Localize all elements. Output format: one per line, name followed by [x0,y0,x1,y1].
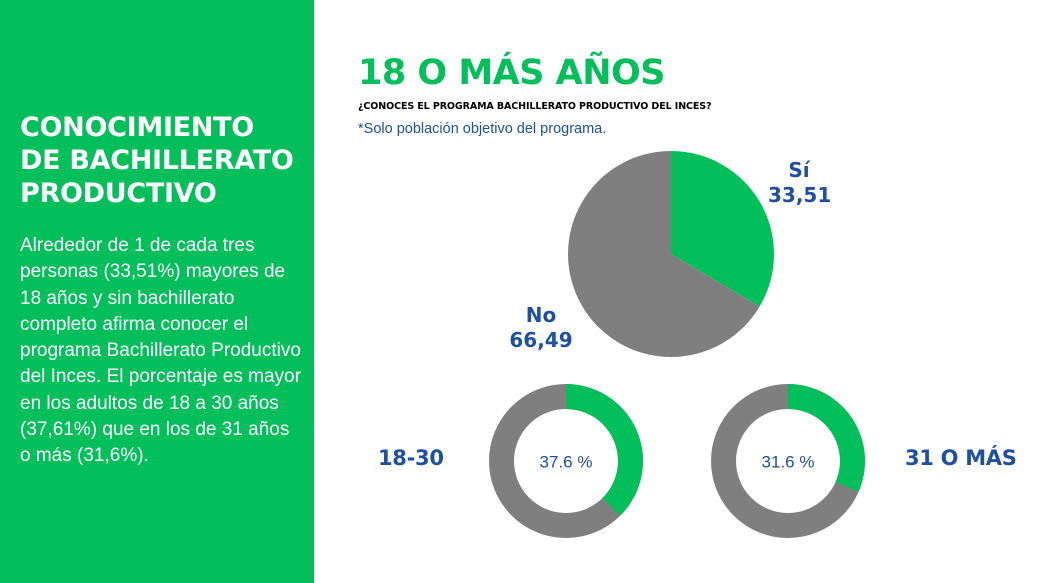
donut-center-label: 31.6 % [762,453,815,472]
group-label-31-o-mas: 31 O MÁS [905,446,1017,470]
pie-label-si-value: 33,51 [768,183,832,207]
group-label-18-30: 18-30 [378,446,444,470]
pie-label-no: No 66,49 [508,303,574,353]
panel-title-line: PRODUCTIVO [20,178,217,209]
pie-slice-si [671,151,775,307]
donut-ring-si [788,384,865,493]
panel-description: Alrededor de 1 de cada tres personas (33… [20,235,301,467]
donut-center-label: 37.6 % [540,453,593,472]
donut-chart-18-30: 37.6 % [489,384,644,538]
panel-title-line: DE BACHILLERATO [20,145,294,176]
pie-slice-no [567,151,760,357]
donut-chart-31-o-mas: 31.6 % [711,384,865,538]
survey-question: ¿CONOCES EL PROGRAMA BACHILLERATO PRODUC… [358,101,712,112]
pie-label-no-value: 66,49 [509,328,573,352]
main-pie-chart [567,151,775,357]
chart-title: 18 O MÁS AÑOS [358,53,665,93]
donut-ring-si [566,384,644,516]
population-note: *Solo población objetivo del programa. [358,121,607,137]
pie-label-si-name: Sí [788,158,810,182]
left-panel: CONOCIMIENTO DE BACHILLERATO PRODUCTIVO … [0,0,314,583]
panel-title-line: CONOCIMIENTO [20,112,254,143]
pie-label-si: Sí 33,51 [768,158,832,208]
pie-label-no-name: No [525,303,557,327]
panel-title: CONOCIMIENTO DE BACHILLERATO PRODUCTIVO [20,111,300,210]
